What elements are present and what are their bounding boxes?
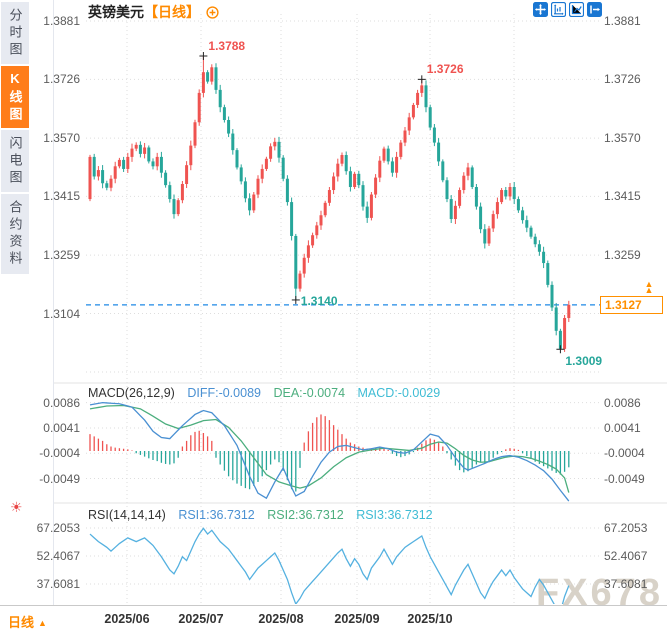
macd-title: MACD(26,12,9): [88, 386, 175, 400]
month-label: 2025/06: [104, 612, 150, 626]
price-tick-label: 1.3570: [604, 131, 641, 146]
price-tick-label: 1.3570: [43, 131, 80, 146]
price-up-arrows-icon: ▲ ▲: [644, 279, 654, 295]
period-selector-label: 日线: [8, 615, 35, 630]
month-label: 2025/09: [334, 612, 380, 626]
rsi-tick-label: 52.4067: [36, 549, 80, 563]
rsi2-value: RSI2:36.7312: [267, 508, 344, 522]
price-tick-label: 1.3726: [604, 72, 641, 87]
rsi-tick-label: 37.6081: [604, 577, 648, 591]
macd-header: MACD(26,12,9) DIFF:-0.0089 DEA:-0.0074 M…: [88, 386, 440, 400]
macd-tick-label: -0.0004: [604, 446, 645, 461]
price-tick-label: 1.3104: [43, 306, 80, 321]
candlesticks: [88, 56, 571, 352]
rsi-title: RSI(14,14,14): [88, 508, 166, 522]
price-tick-label: 1.3881: [43, 14, 80, 28]
macd-tick-label: -0.0049: [39, 471, 80, 486]
rsi3-value: RSI3:36.7312: [356, 508, 433, 522]
period-tag: 【日线】: [144, 4, 200, 20]
bottom-bar: 日线 ▲ 2025/06 2025/07 2025/08 2025/09 2025/10: [0, 605, 667, 635]
macd-tick-label: 0.0086: [604, 395, 641, 410]
sidebar-tab-contract-info[interactable]: 合约资料: [1, 194, 29, 274]
macd-tick-label: -0.0004: [39, 446, 80, 461]
axis-scale-tool-button[interactable]: [568, 1, 585, 18]
price-tick-label: 1.3415: [43, 189, 80, 204]
rsi-header: RSI(14,14,14) RSI1:36.7312 RSI2:36.7312 …: [88, 508, 433, 522]
macd-diff-value: DIFF:-0.0089: [187, 386, 261, 400]
macd-histogram: [89, 414, 570, 492]
axis-range-tool-button[interactable]: [550, 1, 567, 18]
horizontal-gridlines: [86, 20, 600, 585]
sidebar-tab-lightning[interactable]: 闪电图: [1, 130, 29, 192]
rsi-tick-label: 67.2053: [36, 521, 80, 535]
rsi-tick-label: 67.2053: [604, 521, 648, 535]
high-price-label: 1.3726: [426, 62, 464, 77]
sidebar-tab-kline[interactable]: K线图: [1, 66, 29, 128]
price-tick-label: 1.3415: [604, 189, 641, 204]
low-price-label: 1.3009: [565, 354, 603, 369]
last-price-tag: 1.3127: [600, 296, 663, 314]
price-tick-label: 1.3259: [604, 248, 641, 263]
month-label: 2025/10: [407, 612, 453, 626]
macd-tick-label: 0.0086: [43, 395, 80, 410]
low-price-label: 1.3140: [300, 293, 338, 308]
rsi-line: [89, 527, 570, 604]
chart-title: 英镑美元【日线】: [88, 2, 219, 22]
rsi-tick-label: 37.6081: [36, 577, 80, 591]
price-tick-label: 1.3881: [604, 14, 641, 28]
diff-line: [89, 401, 570, 502]
price-tick-label: 1.3726: [43, 72, 80, 87]
instrument-name: 英镑美元: [88, 4, 144, 20]
macd-tick-label: 0.0041: [604, 420, 641, 435]
price-tick-label: 1.3259: [43, 248, 80, 263]
month-label: 2025/07: [178, 612, 224, 626]
macd-dea-value: DEA:-0.0074: [273, 386, 346, 400]
sun-icon[interactable]: ☀: [10, 499, 23, 515]
panel-divider: [53, 0, 54, 635]
macd-macd-value: MACD:-0.0029: [357, 386, 441, 400]
macd-tick-label: -0.0049: [604, 471, 645, 486]
month-label: 2025/08: [258, 612, 304, 626]
sidebar-tab-timeshare[interactable]: 分时图: [1, 2, 29, 64]
up-triangle-icon: ▲: [38, 618, 47, 628]
rsi-tick-label: 52.4067: [604, 549, 648, 563]
rsi1-value: RSI1:36.7312: [178, 508, 255, 522]
high-price-label: 1.3788: [208, 39, 246, 53]
period-selector[interactable]: 日线 ▲: [8, 612, 47, 631]
exit-right-tool-button[interactable]: [587, 2, 602, 17]
zoom-in-icon[interactable]: [206, 6, 219, 22]
macd-tick-label: 0.0041: [43, 420, 80, 435]
move-tool-button[interactable]: [533, 2, 548, 17]
